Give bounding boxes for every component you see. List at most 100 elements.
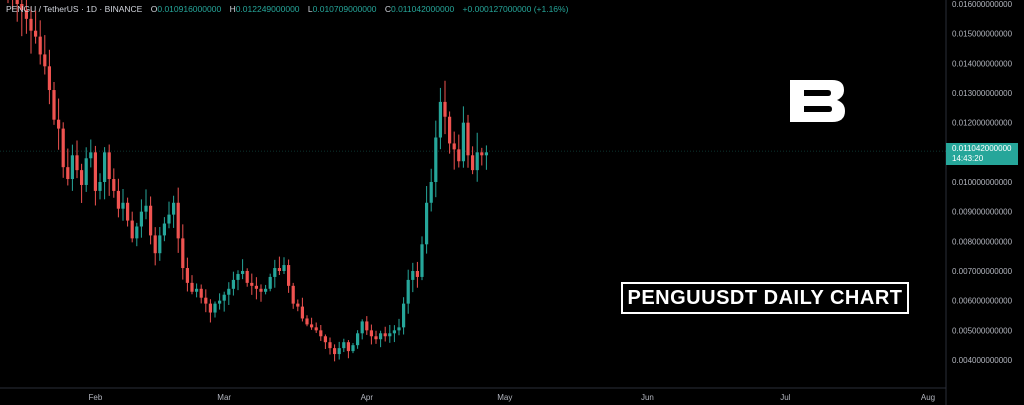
candle-body	[397, 327, 401, 331]
candle-body	[466, 122, 470, 156]
candle-body	[231, 279, 235, 289]
candle-body	[300, 306, 304, 319]
candle-body	[43, 54, 47, 67]
candle-body	[98, 182, 102, 191]
y-tick-label: 0.012000000000	[952, 119, 1013, 128]
candle-body	[218, 300, 222, 304]
candle-body	[47, 66, 51, 91]
candle-body	[259, 288, 263, 292]
candle-body	[277, 268, 281, 271]
symbol-header: PENGU / TetherUS · 1D · BINANCE O0.01091…	[6, 4, 568, 14]
candle-body	[484, 152, 488, 156]
y-tick-label: 0.007000000000	[952, 267, 1013, 276]
candle-body	[457, 149, 461, 162]
y-axis[interactable]: 0.016000000000 0.015000000000 0.0140000000…	[952, 0, 1013, 365]
x-tick-label: Jul	[780, 393, 790, 402]
candle-body	[15, 0, 19, 5]
y-tick-label: 0.008000000000	[952, 237, 1013, 246]
candle-body	[282, 265, 286, 271]
candle-body	[471, 155, 475, 171]
y-tick-label: 0.009000000000	[952, 208, 1013, 217]
symbol-label[interactable]: PENGU / TetherUS · 1D · BINANCE	[6, 4, 143, 14]
candle-body	[70, 155, 74, 180]
candle-body	[57, 119, 61, 129]
brand-logo-icon	[790, 80, 845, 122]
change-value: +0.000127000000 (+1.16%)	[462, 4, 569, 14]
high-label: H	[229, 4, 236, 14]
candle-body	[24, 9, 28, 19]
last-price-value: 0.011042000000	[952, 144, 1012, 153]
candle-body	[107, 152, 111, 180]
candle-body	[116, 190, 120, 209]
candle-body	[93, 152, 97, 191]
candle-body	[296, 303, 300, 307]
candle-body	[112, 179, 116, 191]
candle-body	[130, 220, 134, 239]
x-tick-label: May	[497, 393, 512, 402]
x-tick-label: Jun	[641, 393, 654, 402]
candle-body	[319, 330, 323, 337]
y-tick-label: 0.014000000000	[952, 59, 1013, 68]
candle-body	[448, 116, 452, 144]
bar-countdown: 14:43:20	[952, 154, 984, 163]
candle-body	[365, 321, 369, 331]
candle-body	[323, 336, 327, 343]
candle-body	[328, 342, 332, 349]
candle-body	[351, 345, 355, 352]
x-axis[interactable]: Feb Mar Apr May Jun Jul Aug	[89, 393, 936, 402]
candle-body	[144, 205, 148, 212]
candle-body	[392, 330, 396, 334]
candle-body	[461, 122, 465, 162]
close-label: C	[384, 4, 391, 14]
candle-body	[213, 303, 217, 313]
candle-body	[388, 333, 392, 337]
candle-body	[80, 170, 84, 185]
candle-body	[425, 202, 429, 245]
candle-body	[374, 336, 378, 340]
candle-body	[264, 288, 268, 292]
candle-body	[222, 294, 226, 301]
y-tick-label: 0.005000000000	[952, 326, 1013, 335]
candle-body	[126, 202, 130, 221]
candle-body	[195, 288, 199, 292]
candle-body	[176, 202, 180, 239]
candle-body	[227, 288, 231, 295]
candle-body	[149, 205, 153, 236]
open-label: O	[150, 4, 158, 14]
candle-body	[411, 271, 415, 280]
x-tick-label: Feb	[89, 393, 103, 402]
candle-body	[333, 348, 337, 355]
candle-body	[346, 342, 350, 352]
candle-body	[434, 137, 438, 182]
candle-body	[204, 297, 208, 304]
candle-body	[314, 327, 318, 331]
candle-body	[167, 214, 171, 224]
candle-body	[406, 279, 410, 304]
candle-body	[103, 152, 107, 182]
candle-body	[61, 128, 65, 168]
candle-body	[38, 36, 42, 55]
candle-body	[452, 143, 456, 150]
close-value: 0.011042000000	[390, 4, 455, 14]
candle-body	[135, 226, 139, 239]
candle-body	[75, 155, 79, 171]
candle-body	[254, 285, 258, 289]
y-tick-label: 0.006000000000	[952, 297, 1013, 306]
candle-body	[291, 285, 295, 304]
candle-body	[443, 101, 447, 117]
candle-body	[250, 282, 254, 286]
candles-group	[7, 0, 488, 362]
candle-body	[310, 324, 314, 328]
x-tick-label: Aug	[921, 393, 935, 402]
last-price-tag: 0.011042000000 14:43:20	[946, 143, 1018, 165]
candle-body	[337, 348, 341, 355]
open-value: 0.010916000000	[157, 4, 222, 14]
candle-body	[20, 4, 24, 10]
candle-body	[305, 318, 309, 325]
candle-body	[268, 276, 272, 289]
x-tick-label: Mar	[217, 393, 231, 402]
candle-body	[383, 333, 387, 337]
high-value: 0.012249000000	[235, 4, 300, 14]
candle-body	[158, 235, 162, 254]
